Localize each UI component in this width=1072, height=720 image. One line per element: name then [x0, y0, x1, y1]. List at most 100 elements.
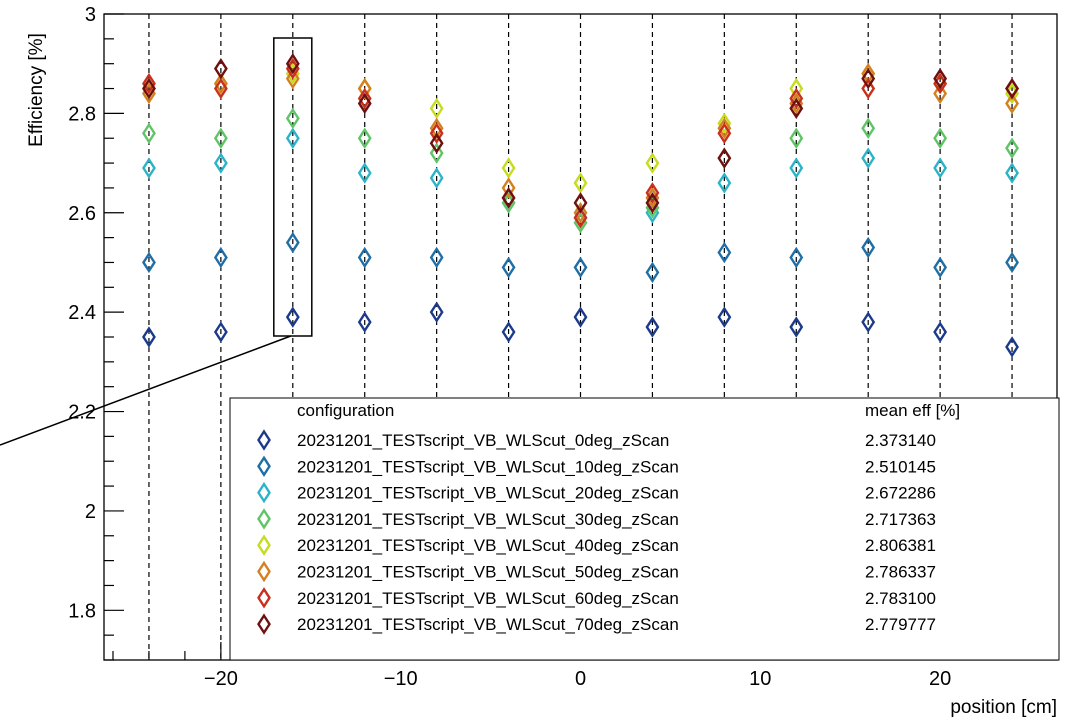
- legend-marker: [257, 560, 271, 583]
- data-point: [933, 127, 948, 149]
- y-tick-label: 2.6: [68, 203, 96, 225]
- data-point: [357, 92, 372, 115]
- legend-entry-label: 20231201_TESTscript_VB_WLScut_0deg_zScan: [297, 431, 669, 450]
- data-point: [861, 67, 876, 90]
- data-point: [933, 256, 948, 279]
- data-point: [717, 112, 732, 135]
- legend-entry-value: 2.672286: [865, 484, 936, 503]
- legend-entry-label: 20231201_TESTscript_VB_WLScut_30deg_zSca…: [297, 510, 679, 529]
- data-point: [357, 162, 372, 184]
- data-point: [501, 157, 516, 179]
- data-point: [573, 256, 588, 279]
- y-tick-label: 2.2: [68, 402, 96, 424]
- data-point: [573, 207, 588, 229]
- y-tick-label: 2: [85, 501, 96, 523]
- data-point: [573, 192, 588, 214]
- data-point: [789, 316, 804, 338]
- data-point: [645, 261, 660, 284]
- legend-entry-value: 2.510145: [865, 457, 936, 476]
- data-point: [1005, 137, 1019, 159]
- data-point: [789, 157, 804, 179]
- legend-marker: [257, 508, 271, 530]
- data-point: [285, 107, 300, 130]
- legend-entry-label: 20231201_TESTscript_VB_WLScut_20deg_zSca…: [297, 484, 679, 503]
- data-point: [717, 306, 732, 328]
- legend-marker: [257, 613, 271, 635]
- data-point: [1005, 162, 1019, 184]
- data-point: [645, 152, 660, 174]
- data-point: [142, 326, 156, 348]
- data-point: [213, 127, 228, 149]
- data-point: [861, 147, 876, 169]
- data-point: [717, 117, 732, 140]
- data-point: [789, 127, 804, 149]
- data-point: [429, 122, 444, 144]
- legend-marker: [257, 481, 271, 504]
- data-point: [717, 122, 732, 144]
- data-point: [789, 97, 804, 120]
- y-tick-label: 2.8: [68, 103, 96, 125]
- data-point: [717, 147, 732, 169]
- legend-entry-label: 20231201_TESTscript_VB_WLScut_50deg_zSca…: [297, 563, 679, 582]
- data-point: [429, 142, 444, 164]
- data-point: [501, 321, 516, 343]
- data-point: [357, 246, 372, 269]
- pointer-line: [0, 335, 292, 446]
- legend-entry-label: 20231201_TESTscript_VB_WLScut_70deg_zSca…: [297, 615, 679, 634]
- x-tick-label: 10: [749, 668, 771, 690]
- legend-marker: [257, 429, 271, 451]
- legend-entry-label: 20231201_TESTscript_VB_WLScut_60deg_zSca…: [297, 589, 679, 608]
- data-point: [429, 246, 444, 269]
- data-point: [1005, 77, 1019, 100]
- data-point: [645, 182, 660, 204]
- y-axis-label: Efficiency [%]: [26, 33, 47, 147]
- x-tick-label: 0: [575, 668, 586, 690]
- data-point: [429, 167, 444, 189]
- tick-labels: −20 −10 0 10 20 1.8 2 2.2 2.4 2.6 2.8 3: [68, 4, 951, 690]
- highlight-box: [273, 37, 313, 337]
- legend-marker: [257, 587, 271, 609]
- data-point: [933, 157, 948, 179]
- x-tick-label: 20: [929, 668, 951, 690]
- legend-entry-value: 2.786337: [865, 563, 936, 582]
- legend-entry-value: 2.373140: [865, 431, 936, 450]
- legend-marker: [257, 534, 271, 556]
- data-point: [429, 132, 444, 154]
- data-point: [861, 77, 876, 100]
- legend-entry-value: 2.779777: [865, 615, 936, 634]
- data-point: [1005, 92, 1019, 115]
- data-point: [213, 57, 228, 80]
- legend-header-configuration: configuration: [297, 401, 394, 420]
- data-point: [717, 172, 732, 194]
- legend: configuration mean eff [%] 20231201_TEST…: [229, 397, 1060, 661]
- data-point: [142, 77, 156, 100]
- data-point: [933, 321, 948, 343]
- legend-entries: 20231201_TESTscript_VB_WLScut_0deg_zScan…: [257, 429, 936, 635]
- data-point: [357, 87, 372, 110]
- data-point: [213, 77, 228, 100]
- y-tick-label: 2.4: [68, 302, 96, 324]
- data-point: [213, 152, 228, 174]
- data-point: [573, 306, 588, 328]
- data-point: [645, 316, 660, 338]
- data-points: [142, 52, 1019, 358]
- data-point: [501, 177, 516, 199]
- legend-box: [229, 397, 1060, 661]
- y-tick-label: 3: [85, 4, 96, 26]
- data-point: [645, 192, 660, 214]
- data-point: [285, 67, 300, 90]
- data-point: [1005, 336, 1019, 358]
- data-point: [933, 82, 948, 105]
- legend-marker: [257, 455, 271, 478]
- data-point: [573, 172, 588, 194]
- y-tick-label: 1.8: [68, 600, 96, 622]
- data-point: [429, 97, 444, 120]
- data-point: [573, 202, 588, 224]
- data-point: [861, 311, 876, 333]
- data-point: [142, 157, 156, 179]
- legend-entry-value: 2.783100: [865, 589, 936, 608]
- data-point: [213, 246, 228, 269]
- data-point: [501, 187, 516, 209]
- data-point: [285, 127, 300, 149]
